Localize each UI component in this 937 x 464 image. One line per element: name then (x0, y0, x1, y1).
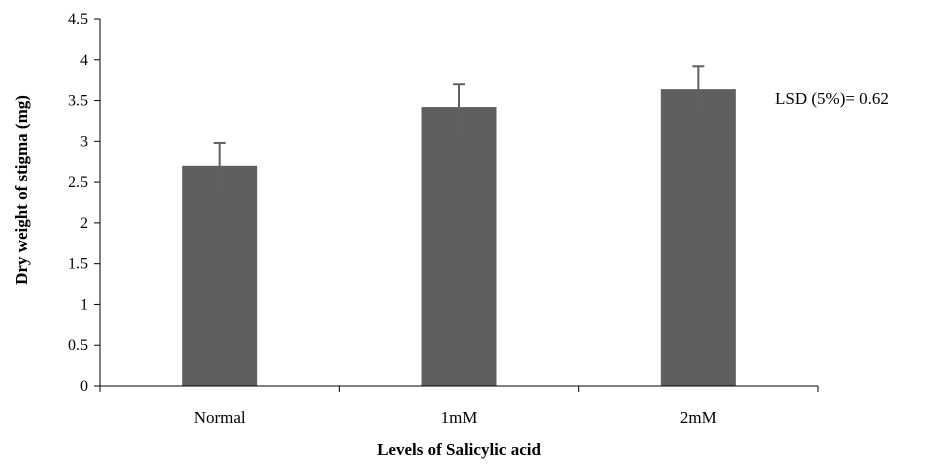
axes-layer (94, 18, 819, 392)
lsd-annotation: LSD (5%)= 0.62 (775, 89, 889, 108)
y-tick-label: 2 (80, 215, 88, 232)
y-axis-title: Dry weight of stigma (mg) (12, 95, 31, 285)
y-tick-label: 2.5 (68, 174, 88, 191)
y-tick-label: 1.5 (68, 256, 88, 273)
x-tick-label: 1mM (441, 408, 478, 427)
bar-1mm (421, 107, 497, 386)
bar-2mm (660, 89, 736, 386)
y-tick-label: 1 (80, 296, 88, 313)
x-tick-label: Normal (194, 408, 246, 427)
error-bar-2mm (692, 65, 705, 112)
y-tick-label: 0.5 (68, 337, 88, 354)
bars-layer (182, 89, 736, 386)
x-axis-title: Levels of Salicylic acid (377, 440, 541, 459)
error-bars-layer (213, 65, 705, 189)
x-tick-label: 2mM (680, 408, 717, 427)
error-bar-normal (213, 141, 226, 189)
y-tick-label: 3.5 (68, 93, 88, 110)
y-tick-label: 3 (80, 133, 88, 150)
y-tick-label: 4 (80, 52, 88, 69)
x-category-labels: Normal 1mM 2mM (194, 408, 717, 427)
y-tick-label: 0 (80, 378, 88, 395)
y-tick-label: 4.5 (68, 11, 88, 28)
error-bar-1mm (453, 83, 465, 130)
y-tick-labels: 0 0.5 1 1.5 2 2.5 3 3.5 4 4.5 (68, 11, 88, 395)
bar-normal (182, 165, 258, 386)
